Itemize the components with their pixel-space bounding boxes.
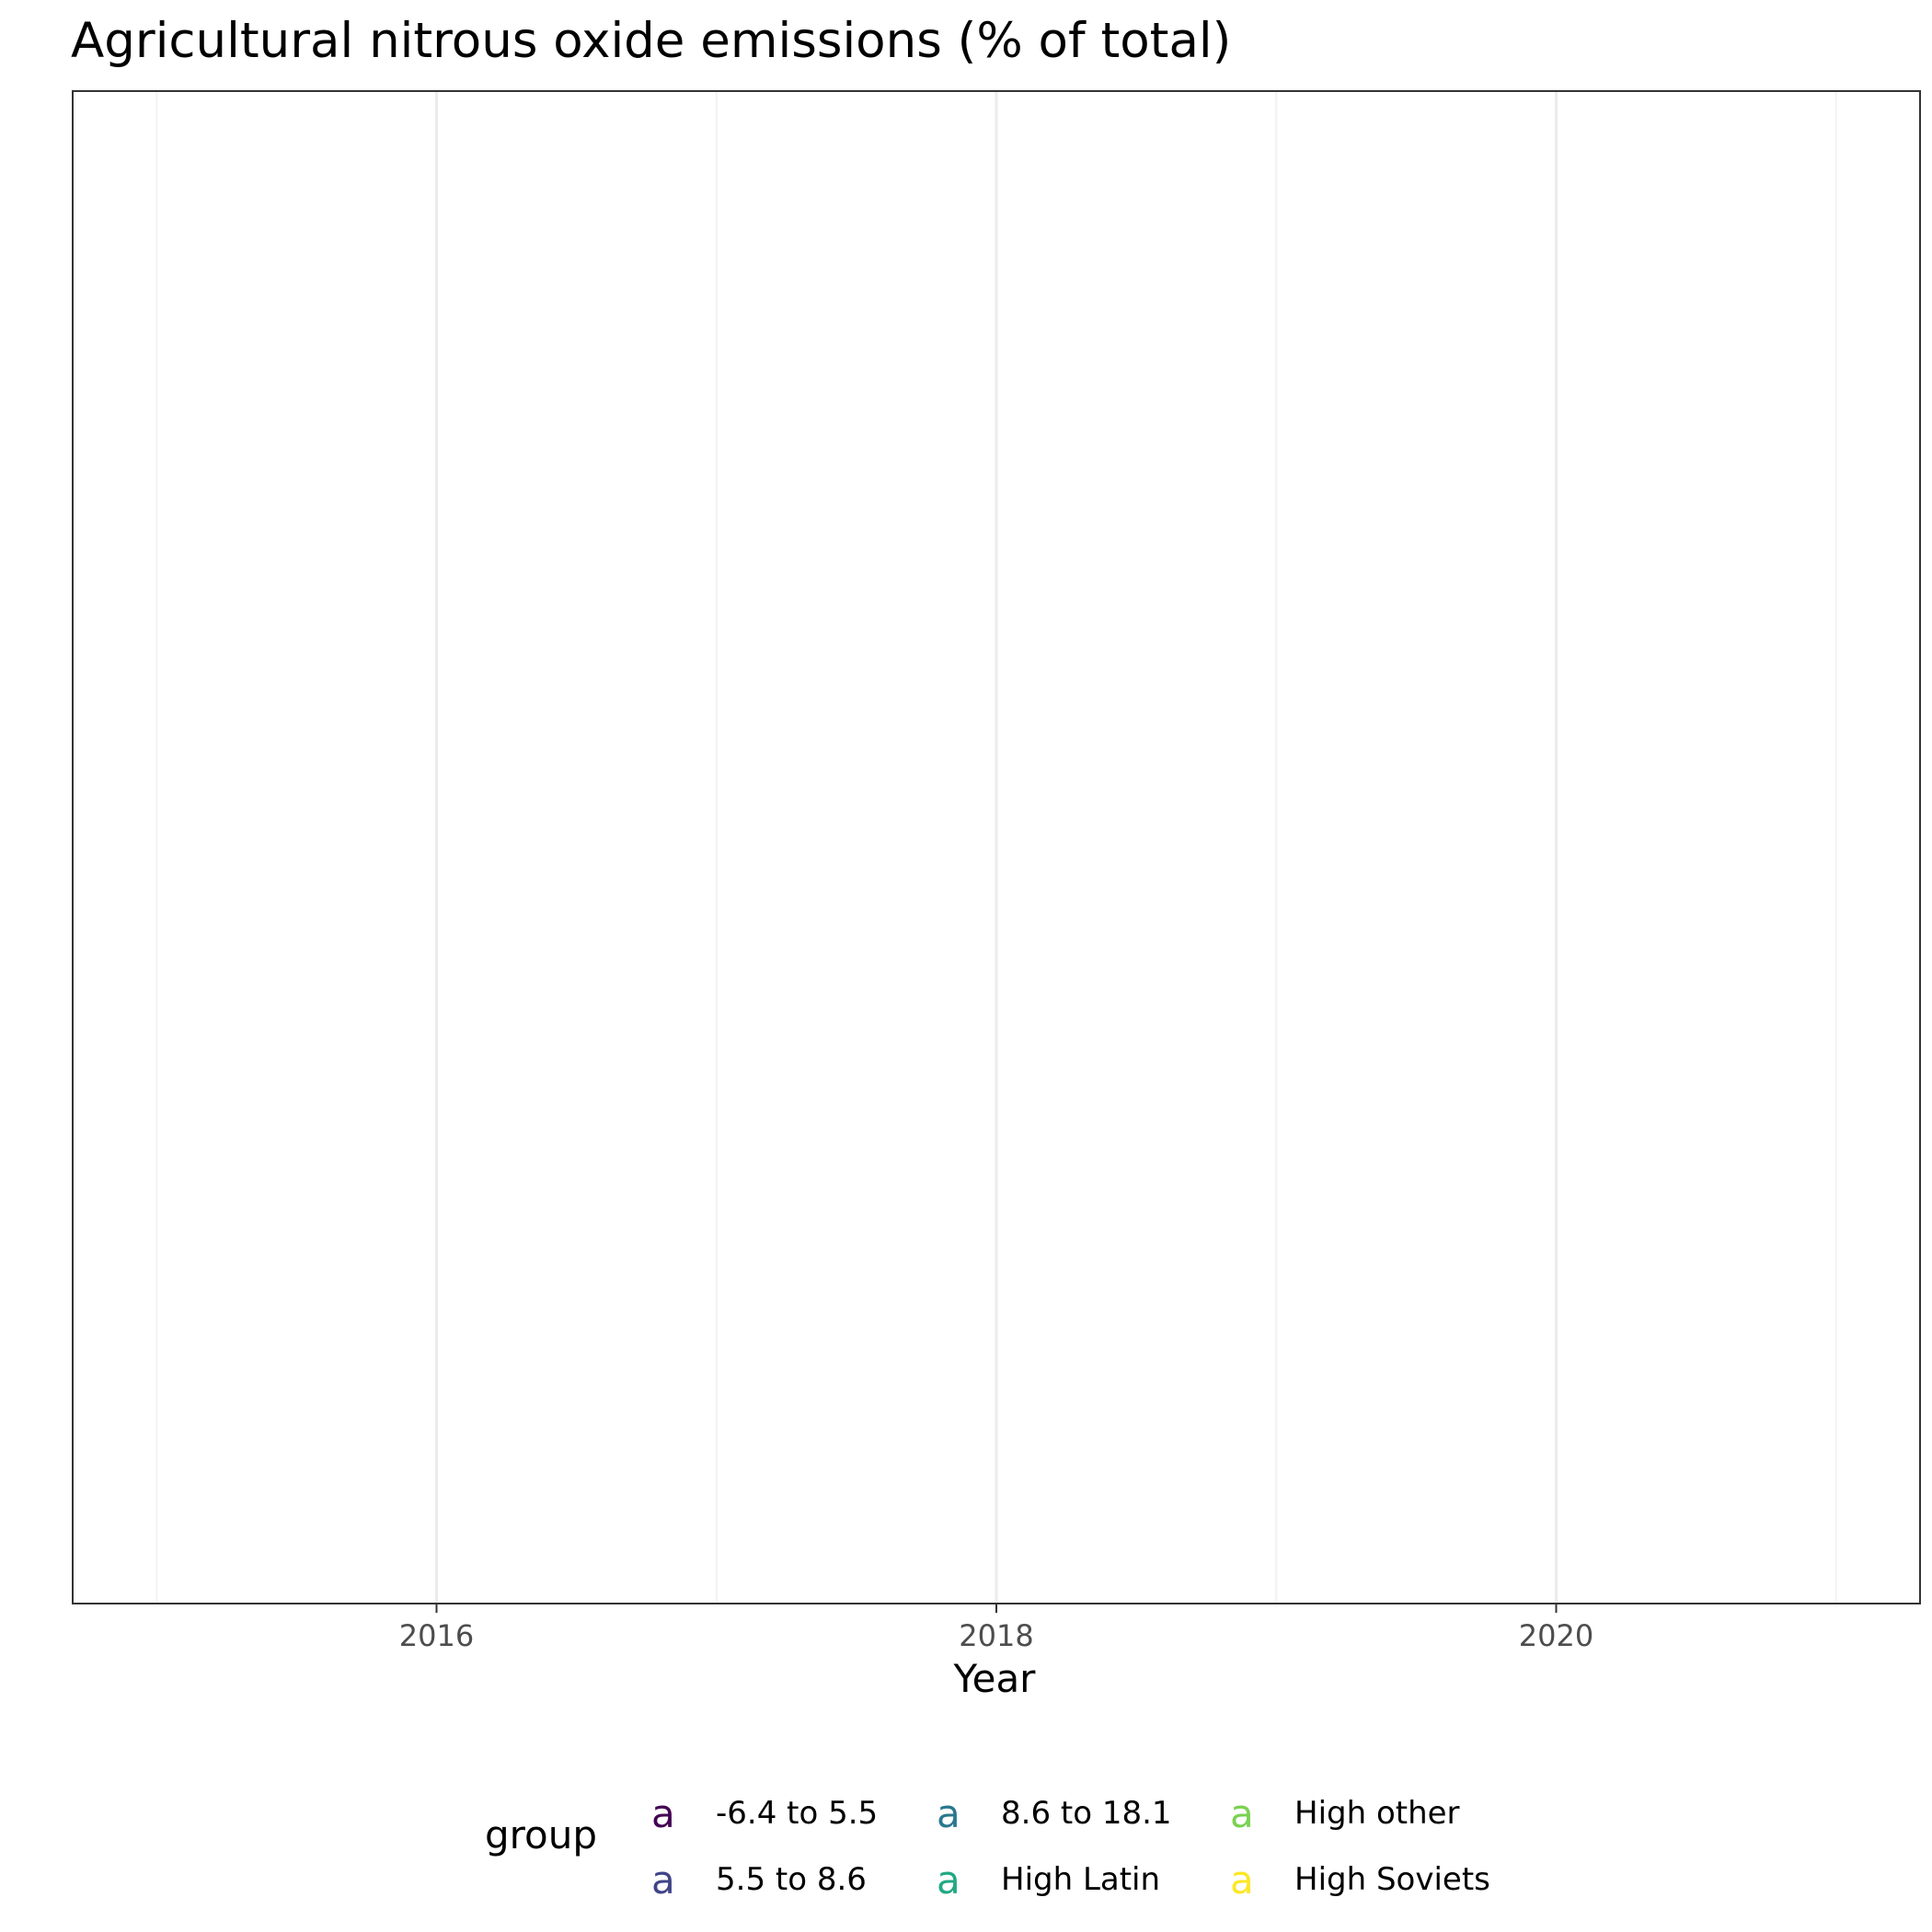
legend-label: High other — [1294, 1795, 1460, 1832]
legend-item: a 8.6 to 18.1 — [937, 1791, 1172, 1836]
legend-key: a — [937, 1791, 960, 1836]
grid-layer — [155, 91, 1837, 1604]
x-tick-label: 2020 — [1519, 1618, 1593, 1653]
legend-title: group — [485, 1812, 597, 1857]
legend-item: a High Soviets — [1230, 1857, 1490, 1903]
x-tick-label: 2018 — [959, 1618, 1033, 1653]
legend-label: 5.5 to 8.6 — [716, 1861, 867, 1898]
legend-label: -6.4 to 5.5 — [716, 1795, 878, 1832]
legend-key: a — [1230, 1857, 1254, 1903]
legend-key: a — [651, 1857, 675, 1903]
x-axis-title: Year — [953, 1656, 1037, 1701]
chart-title: Agricultural nitrous oxide emissions (% … — [71, 13, 1231, 69]
legend-item: a -6.4 to 5.5 — [651, 1791, 878, 1836]
legend-label: 8.6 to 18.1 — [1001, 1795, 1172, 1832]
legend-label: High Latin — [1001, 1861, 1160, 1898]
legend-item: a 5.5 to 8.6 — [651, 1857, 867, 1903]
legend-key: a — [651, 1791, 675, 1836]
x-axis: 2016 2018 2020 — [399, 1604, 1593, 1653]
legend-label: High Soviets — [1294, 1861, 1490, 1898]
legend: group a -6.4 to 5.5 a 5.5 to 8.6 a 8.6 to 18.… — [485, 1791, 1490, 1903]
legend-key: a — [1230, 1791, 1254, 1836]
legend-entries: a -6.4 to 5.5 a 5.5 to 8.6 a 8.6 to 18.1 a High… — [651, 1791, 1490, 1903]
x-tick-label: 2016 — [399, 1618, 474, 1653]
legend-key: a — [937, 1857, 960, 1903]
legend-item: a High Latin — [937, 1857, 1160, 1903]
legend-item: a High other — [1230, 1791, 1460, 1836]
